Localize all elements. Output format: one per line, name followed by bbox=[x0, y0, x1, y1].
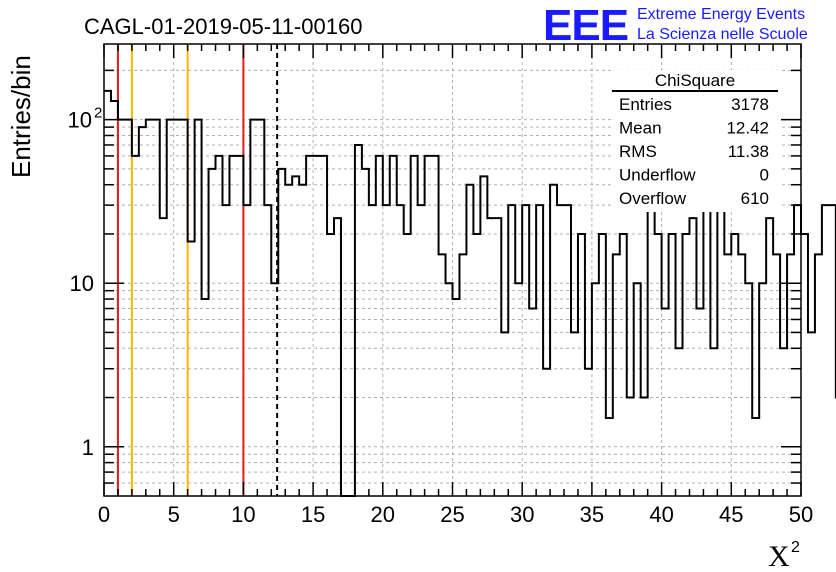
stats-box-background bbox=[612, 70, 780, 212]
y-tick-label-base: 10 bbox=[70, 271, 94, 296]
x-axis-label-base: X bbox=[768, 540, 790, 572]
stats-box-title: ChiSquare bbox=[655, 71, 735, 90]
stats-row-label: Underflow bbox=[619, 166, 696, 185]
y-tick-label: 10 2 bbox=[68, 105, 103, 133]
minor-grid bbox=[104, 69, 801, 484]
brand-logo: EEE Extreme Energy Events La Scienza nel… bbox=[543, 1, 808, 50]
x-tick-label: 15 bbox=[301, 502, 325, 527]
y-tick-label: 10 bbox=[70, 271, 94, 296]
stats-row-label: Entries bbox=[619, 95, 672, 114]
x-tick-label: 20 bbox=[371, 502, 395, 527]
x-tick-label: 25 bbox=[440, 502, 464, 527]
x-tick-labels: 0 5 10 15 20 25 30 35 40 45 50 bbox=[98, 502, 813, 527]
x-tick-label: 45 bbox=[719, 502, 743, 527]
x-tick-label: 35 bbox=[580, 502, 604, 527]
histogram bbox=[104, 89, 836, 497]
stats-row-label: Mean bbox=[619, 119, 662, 138]
x-tick-label: 10 bbox=[231, 502, 255, 527]
y-axis-label: Entries/bin bbox=[6, 55, 36, 178]
reference-lines bbox=[116, 44, 279, 496]
stats-row-label: Overflow bbox=[619, 189, 687, 208]
histogram-outline bbox=[104, 89, 836, 497]
stats-row-label: RMS bbox=[619, 142, 657, 161]
y-tick-label-exponent: 2 bbox=[94, 105, 102, 122]
stats-rows: Entries 3178 Mean 12.42 RMS 11.38 Underflow 0 Ov… bbox=[619, 95, 769, 208]
y-tick-label-base: 1 bbox=[82, 435, 94, 460]
stats-row-value: 610 bbox=[741, 189, 769, 208]
brand-line-1: Extreme Energy Events bbox=[637, 6, 805, 23]
stats-row-value: 0 bbox=[760, 166, 769, 185]
stats-row-value: 11.38 bbox=[728, 142, 769, 161]
eee-logo: EEE bbox=[543, 1, 628, 50]
x-axis-label: X 2 bbox=[768, 539, 800, 572]
x-tick-label: 30 bbox=[510, 502, 534, 527]
y-tick-label-base: 10 bbox=[68, 108, 92, 133]
x-tick-label: 0 bbox=[98, 502, 110, 527]
brand-line-2: La Scienza nelle Scuole bbox=[637, 26, 808, 43]
x-tick-label: 40 bbox=[649, 502, 673, 527]
x-axis-label-superscript: 2 bbox=[791, 539, 800, 556]
x-tick-label: 5 bbox=[168, 502, 180, 527]
y-tick-label: 1 bbox=[82, 435, 94, 460]
x-tick-label: 50 bbox=[789, 502, 813, 527]
axis-ticks bbox=[103, 44, 802, 496]
stats-row-value: 3178 bbox=[731, 95, 769, 114]
stats-box: ChiSquare Entries 3178 Mean 12.42 RMS 11.38 Un… bbox=[612, 70, 780, 212]
chart-title: CAGL-01-2019-05-11-00160 bbox=[84, 14, 362, 39]
stats-row-value: 12.42 bbox=[726, 119, 769, 138]
